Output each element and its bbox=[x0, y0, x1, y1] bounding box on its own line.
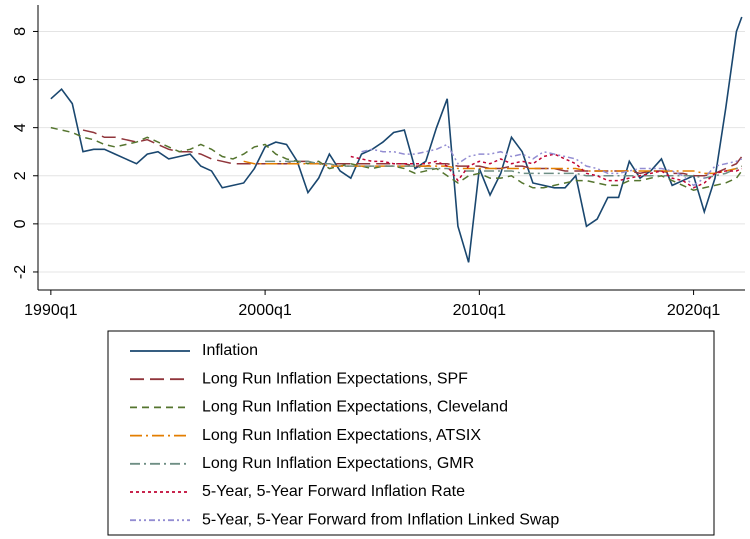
legend-label: Long Run Inflation Expectations, GMR bbox=[202, 455, 474, 472]
x-tick-label: 2010q1 bbox=[453, 302, 506, 319]
x-tick-label: 1990q1 bbox=[24, 302, 77, 319]
legend-label: Long Run Inflation Expectations, Clevela… bbox=[202, 399, 508, 416]
legend-label: Long Run Inflation Expectations, ATSIX bbox=[202, 427, 481, 444]
y-tick-label: 4 bbox=[12, 123, 29, 132]
legend-label: Inflation bbox=[202, 342, 258, 359]
x-tick-label: 2020q1 bbox=[667, 302, 720, 319]
legend-box bbox=[107, 330, 715, 536]
y-tick-label: -2 bbox=[12, 265, 29, 279]
y-tick-label: 6 bbox=[12, 75, 29, 84]
legend-label: 5-Year, 5-Year Forward Inflation Rate bbox=[202, 483, 465, 500]
x-tick-label: 2000q1 bbox=[238, 302, 291, 319]
y-tick-label: 0 bbox=[12, 219, 29, 228]
series-line bbox=[361, 143, 743, 187]
series-line bbox=[82, 129, 743, 177]
y-tick-label: 8 bbox=[12, 27, 29, 36]
series-line bbox=[243, 160, 743, 175]
series-line bbox=[265, 160, 743, 179]
y-tick-label: 2 bbox=[12, 171, 29, 180]
series-line bbox=[50, 126, 743, 191]
series-line bbox=[50, 16, 743, 263]
series-line bbox=[350, 153, 743, 189]
legend-label: 5-Year, 5-Year Forward from Inflation Li… bbox=[202, 511, 559, 528]
legend-label: Long Run Inflation Expectations, SPF bbox=[202, 370, 468, 387]
